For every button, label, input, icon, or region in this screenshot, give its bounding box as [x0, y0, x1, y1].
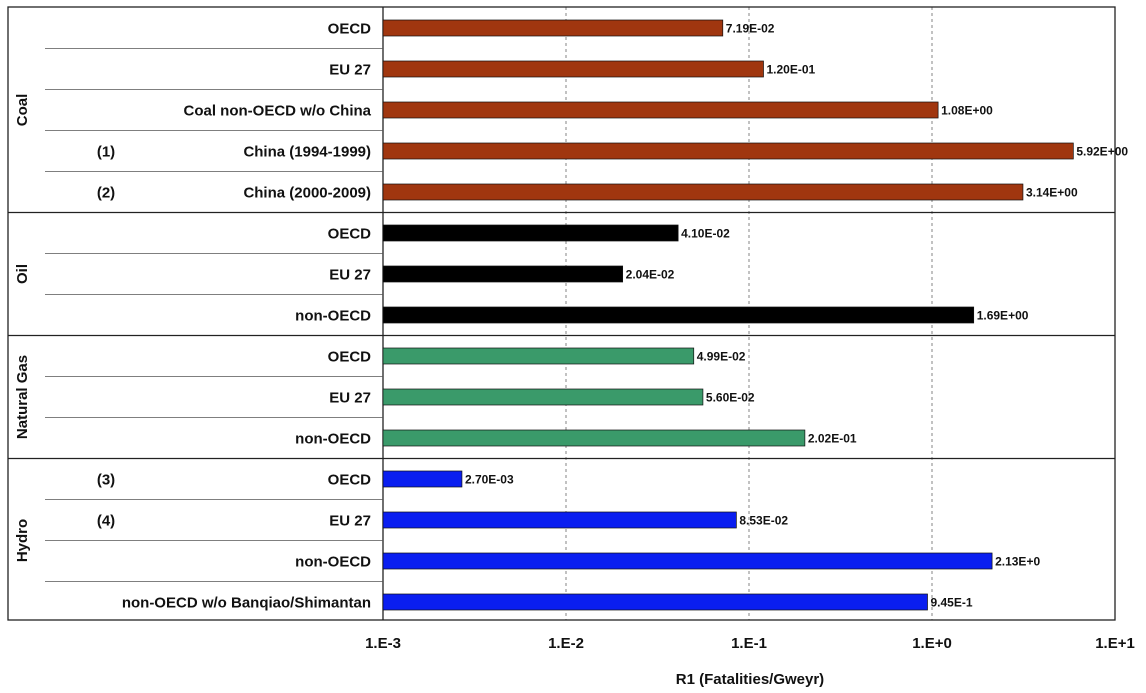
value-label: 2.13E+0 [995, 555, 1040, 569]
value-label: 1.08E+00 [941, 104, 993, 118]
bar [382, 511, 737, 529]
row-label: EU 27 [329, 62, 371, 79]
row-label: EU 27 [329, 390, 371, 407]
value-label: 5.92E+00 [1076, 145, 1128, 159]
row-label: non-OECD [295, 431, 371, 448]
bar [382, 306, 975, 324]
value-label: 3.14E+00 [1026, 186, 1078, 200]
row-label: OECD [328, 226, 372, 243]
row-label: non-OECD w/o Banqiao/Shimantan [122, 595, 371, 612]
value-label: 2.02E-01 [808, 432, 857, 446]
bar [382, 19, 724, 37]
bar [382, 388, 704, 406]
group-label: Oil [14, 264, 31, 284]
x-tick-label: 1.E-1 [731, 635, 767, 652]
bar [382, 552, 993, 570]
value-label: 4.10E-02 [681, 227, 730, 241]
bar [382, 593, 928, 611]
bar [382, 142, 1074, 160]
value-label: 7.19E-02 [726, 22, 775, 36]
bar [382, 183, 1024, 201]
footnote-marker: (3) [97, 472, 115, 489]
x-tick-label: 1.E+1 [1095, 635, 1135, 652]
x-tick-label: 1.E+0 [912, 635, 952, 652]
value-label: 5.60E-02 [706, 391, 755, 405]
bar [382, 224, 679, 242]
bar [382, 101, 939, 119]
bar [382, 429, 806, 447]
bar [382, 60, 764, 78]
footnote-marker: (4) [97, 513, 115, 530]
footnote-marker: (1) [97, 144, 115, 161]
row-label: EU 27 [329, 267, 371, 284]
footnote-marker: (2) [97, 185, 115, 202]
row-label: EU 27 [329, 513, 371, 530]
value-label: 4.99E-02 [697, 350, 746, 364]
value-label: 2.70E-03 [465, 473, 514, 487]
x-tick-label: 1.E-2 [548, 635, 584, 652]
value-label: 9.45E-1 [931, 596, 973, 610]
group-label: Natural Gas [14, 355, 31, 439]
value-label: 1.20E-01 [766, 63, 815, 77]
value-label: 1.69E+00 [977, 309, 1029, 323]
labels-layer: 7.19E-02 OECD 1.20E-01 EU 27 1.08E+00 Coal no… [14, 21, 1128, 612]
bars-layer [382, 19, 1074, 611]
bar [382, 347, 695, 365]
row-label: OECD [328, 349, 372, 366]
row-label: OECD [328, 472, 372, 489]
x-axis-title: R1 (Fatalities/Gweyr) [676, 671, 824, 688]
row-label: China (1994-1999) [243, 144, 371, 161]
value-label: 8.53E-02 [739, 514, 788, 528]
group-label: Hydro [14, 519, 31, 562]
row-label: China (2000-2009) [243, 185, 371, 202]
bar [382, 265, 624, 283]
x-axis: 1.E-3 1.E-2 1.E-1 1.E+0 1.E+1 R1 (Fatalities/… [365, 635, 1135, 688]
plot-border [7, 6, 1116, 621]
group-label: Coal [14, 94, 31, 127]
value-label: 2.04E-02 [626, 268, 675, 282]
row-label: non-OECD [295, 308, 371, 325]
row-label: non-OECD [295, 554, 371, 571]
row-label: Coal non-OECD w/o China [184, 103, 372, 120]
x-tick-label: 1.E-3 [365, 635, 401, 652]
row-label: OECD [328, 21, 372, 38]
bar [382, 470, 463, 488]
